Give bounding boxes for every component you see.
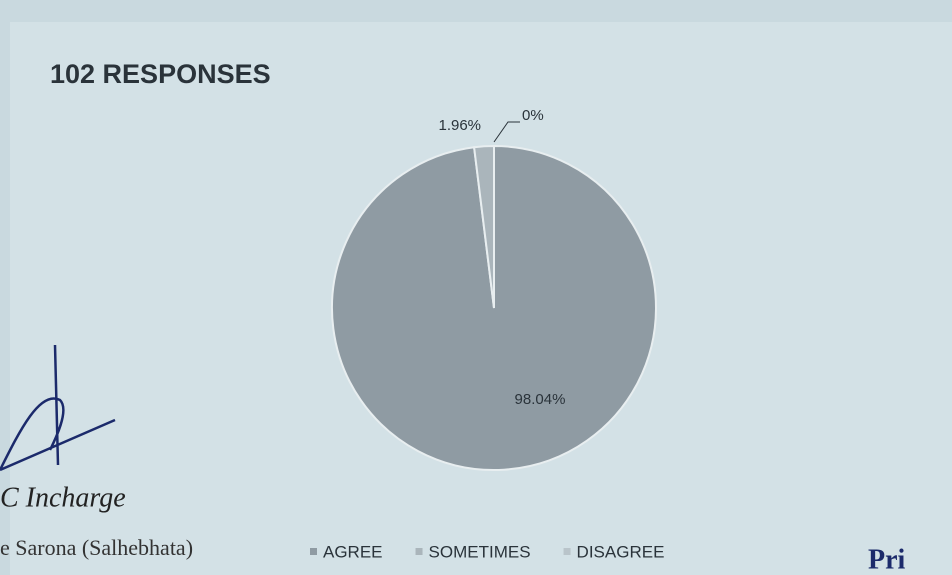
annotation: e Sarona (Salhebhata) (0, 535, 193, 560)
annotation: Pri (868, 544, 906, 575)
legend-swatch (415, 548, 423, 555)
leader-line (493, 121, 520, 143)
data-label: 1.96% (438, 117, 481, 134)
legend-label: AGREE (323, 542, 383, 561)
legend-label: DISAGREE (577, 542, 665, 561)
legend-label: SOMETIMES (429, 542, 531, 561)
chart-title: 102 RESPONSES (50, 59, 271, 89)
signature (0, 344, 116, 472)
legend-swatch (563, 548, 571, 555)
data-label: 0% (522, 107, 544, 124)
annotation: C Incharge (0, 482, 126, 513)
legend-swatch (310, 548, 317, 555)
data-label: 98.04% (515, 391, 566, 408)
